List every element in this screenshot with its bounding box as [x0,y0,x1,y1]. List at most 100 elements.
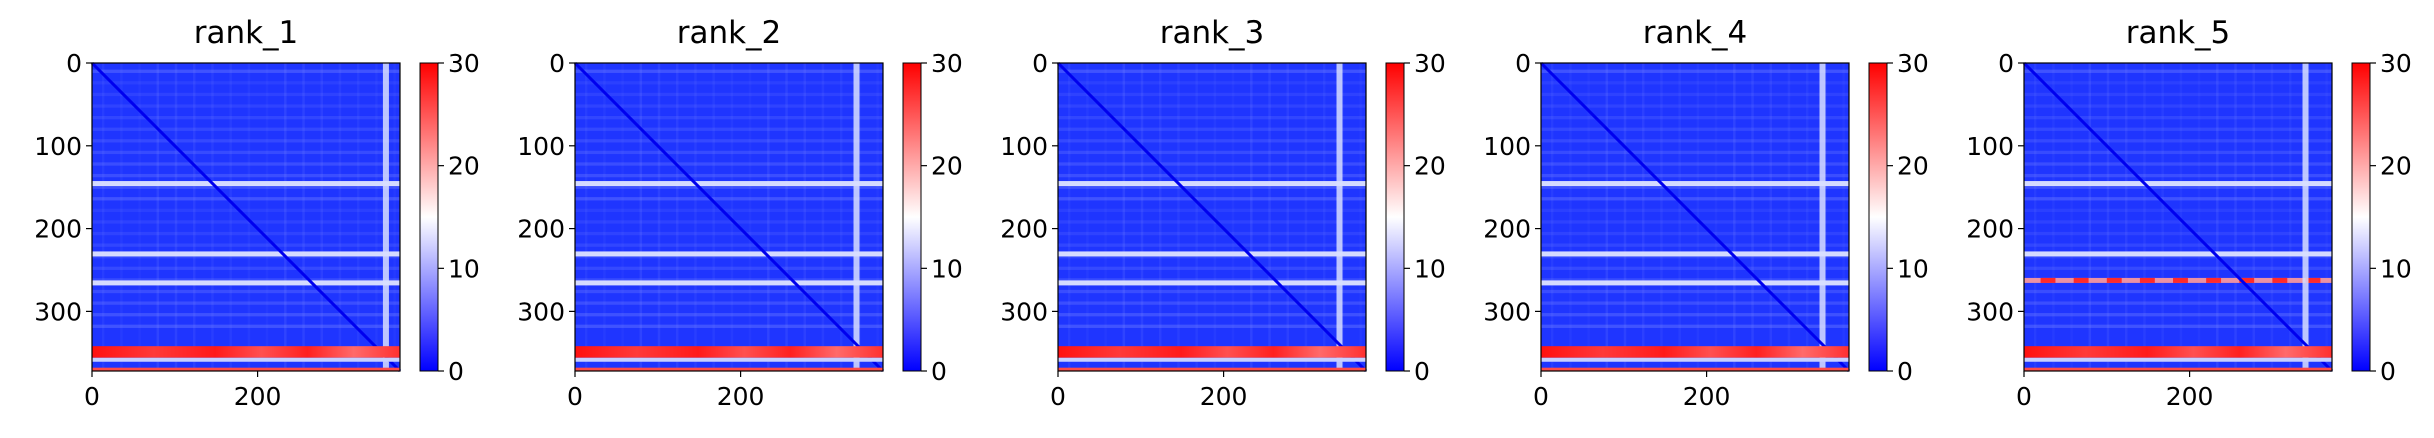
heatmap-texture-row [1541,255,1849,259]
heatmap-texture-row [1058,278,1366,282]
heatmap-texture-row [575,255,883,259]
heatmap-texture-row [1058,208,1366,213]
colorbar-tick-label: 20 [931,152,963,181]
heatmap-texture-row [92,139,400,143]
heatmap-hot-spot [2106,277,2122,283]
heatmap-bottom-row [1058,367,1366,371]
heatmap-texture-row [1541,81,1849,85]
heatmap-hot-spot [2139,277,2155,283]
heatmap-texture-row [2024,313,2332,317]
heatmap-texture-col [730,63,734,371]
x-tick-label: 0 [84,382,100,411]
heatmap-bright-row [1058,280,1366,286]
heatmap-texture-col [1714,63,1718,371]
heatmap-texture-row [1058,162,1366,166]
heatmap-texture-row [575,162,883,166]
heatmap-texture-col [2216,63,2219,371]
heatmap-texture-row [575,231,883,236]
heatmap-texture-col [1359,63,1362,371]
heatmap-texture-row [92,162,400,166]
heatmap-texture-row [1058,115,1366,120]
heatmap-texture-row [92,278,400,282]
heatmap-texture-row [2024,255,2332,259]
heatmap-bright-col [2302,63,2309,371]
heatmap-texture-row [1541,92,1849,97]
heatmap-texture-col [694,63,697,371]
heatmap-texture-row [1541,69,1849,73]
heatmap-texture-row [2024,127,2332,131]
heatmap-texture-row [1058,127,1366,131]
heatmap-texture-col [120,63,123,371]
heatmap-texture-row [1058,289,1366,294]
heatmap-texture-col [2197,63,2201,371]
heatmap-texture-col [803,63,806,371]
heatmap-texture-row [2024,266,2332,270]
heatmap-texture-row [2024,220,2332,224]
heatmap-texture-row [575,197,883,201]
heatmap-texture-col [657,63,661,371]
heatmap-texture-col [1787,63,1791,371]
heatmap-texture-row [575,139,883,143]
heatmap-texture-col [156,63,160,371]
heatmap-texture-col [1268,63,1271,371]
colorbar-tick-label: 30 [931,49,963,78]
x-tick-label: 0 [567,382,583,411]
plot-frame [1057,62,1367,372]
y-tick-label: 200 [34,215,82,244]
y-tick-label: 300 [1000,297,1048,326]
y-tick-label: 100 [517,132,565,161]
heatmap-texture-row [92,173,400,178]
heatmap-texture-row [1541,278,1849,282]
heatmap-texture-row [92,266,400,270]
heatmap-hot-spot [2206,277,2222,283]
heatmap-texture-col [247,63,251,371]
x-tick-label: 200 [717,382,765,411]
heatmap-diagonal [1539,61,1851,373]
heatmap-texture-col [1322,63,1326,371]
heatmap-texture-row [1058,220,1366,224]
heatmap-hot-spot [2173,277,2188,283]
heatmap-texture-col [138,63,141,371]
colorbar [1868,62,1888,372]
heatmap-texture-col [2070,63,2073,371]
heatmap-texture-row [575,150,883,155]
heatmap-texture-col [1159,63,1162,371]
heatmap-texture-col [2052,63,2055,371]
heatmap-texture-row [575,127,883,131]
heatmap-texture-row [575,208,883,213]
heatmap-panel-4: rank_4 0 100 200 300 0 200 0 10 20 30 [1483,15,1929,411]
x-tick-label: 200 [1683,382,1731,411]
heatmap-band-edge [1541,357,1849,362]
colorbar-tick-label: 0 [1414,357,1430,386]
y-tick-label: 100 [1966,132,2014,161]
heatmap-texture-col [1086,63,1089,371]
heatmap-texture-row [1058,139,1366,143]
heatmap-bottom-row [575,367,883,371]
heatmap-texture-col [839,63,843,371]
heatmap-texture-col [2033,63,2037,371]
heatmap-texture-row [575,301,883,305]
heatmap-texture-col [2234,63,2237,371]
heatmap-texture-row [1058,255,1366,259]
heatmap-texture-row [575,243,883,247]
heatmap-texture-row [1541,185,1849,189]
heatmap-texture-col [2179,63,2183,371]
plot-frame [1540,62,1850,372]
colorbar-tick-label: 10 [1414,254,1446,283]
heatmap-bright-row [92,280,400,286]
colorbar [902,62,922,372]
colorbar-tick-label: 30 [2380,49,2412,78]
chart-title: rank_4 [1643,15,1748,51]
heatmap-texture-row [2024,208,2332,213]
heatmap-texture-row [92,289,400,294]
heatmap-panel-3: rank_3 0 100 200 300 0 200 0 10 20 30 [1000,15,1446,411]
heatmap-hot-band [1541,346,1849,358]
heatmap-texture-row [2024,139,2332,143]
plot-frame [574,62,884,372]
heatmap-texture-col [1605,63,1609,371]
heatmap-texture-col [1140,63,1144,371]
heatmap-texture-row [92,104,400,108]
y-tick-label: 300 [34,297,82,326]
heatmap-texture-row [92,92,400,97]
